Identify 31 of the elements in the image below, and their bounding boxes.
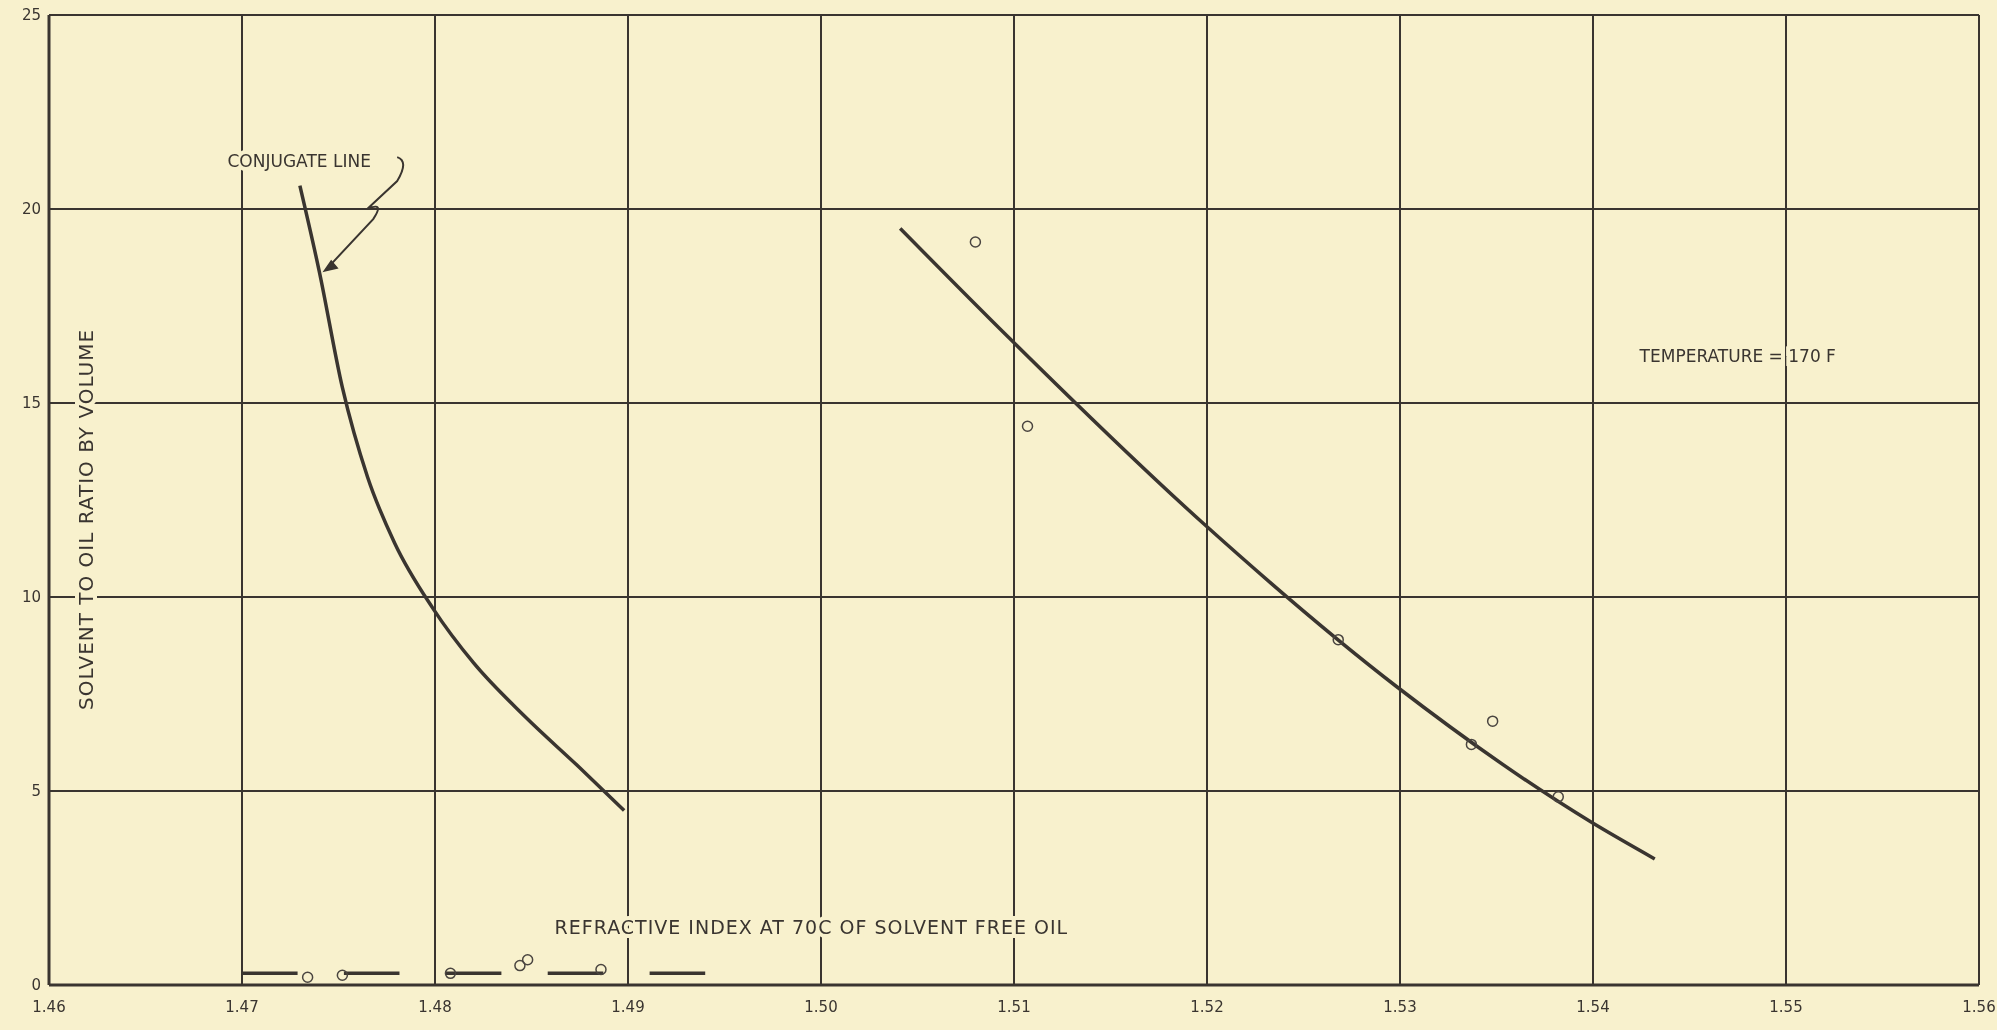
x-tick-label: 1.55 — [1769, 997, 1803, 1016]
x-tick-label: 1.46 — [32, 997, 66, 1016]
x-tick-label: 1.56 — [1962, 997, 1996, 1016]
y-tick-label: 5 — [31, 782, 41, 801]
x-tick-label: 1.48 — [418, 997, 452, 1016]
x-tick-label: 1.51 — [997, 997, 1031, 1016]
y-tick-label: 25 — [21, 6, 41, 25]
point — [1465, 738, 1478, 751]
point — [301, 971, 314, 983]
x-tick-label: 1.50 — [804, 997, 838, 1016]
point — [1021, 420, 1034, 433]
point — [969, 236, 982, 248]
point — [444, 967, 457, 980]
annotation: TEMPERATURE = 170 F — [1638, 346, 1836, 367]
y-tick-label: 10 — [21, 588, 41, 607]
x-tick-label: 1.49 — [611, 997, 645, 1016]
point — [514, 959, 526, 972]
y-tick-label: 0 — [31, 976, 41, 995]
point — [521, 954, 534, 966]
point — [1486, 715, 1499, 727]
y-tick-label: 15 — [21, 394, 41, 413]
point — [336, 969, 349, 982]
point — [1552, 791, 1565, 803]
x-tick-label: 1.53 — [1383, 997, 1417, 1016]
x-tick-label: 1.54 — [1576, 997, 1610, 1016]
x-tick-label: 1.47 — [225, 997, 259, 1016]
point — [595, 963, 607, 976]
point — [1332, 633, 1344, 646]
x-tick-label: 1.52 — [1190, 997, 1224, 1016]
y-axis-title: SOLVENT TO OIL RATIO BY VOLUME — [74, 328, 98, 710]
y-tick-label: 20 — [21, 200, 41, 219]
